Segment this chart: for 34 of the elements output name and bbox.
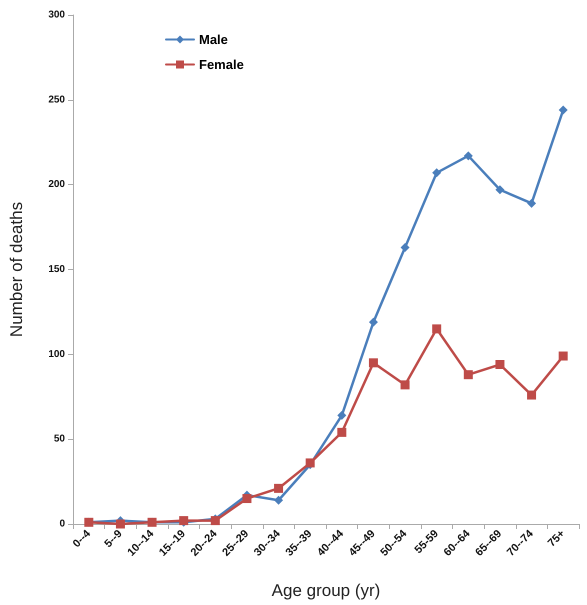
legend-label: Female [199, 57, 244, 72]
y-tick-label: 200 [48, 179, 66, 190]
point [464, 370, 473, 380]
point [242, 494, 252, 504]
x-tick-label: 0--4 [70, 527, 94, 550]
legend-label: Male [199, 32, 228, 47]
y-tick-label: 50 [54, 434, 66, 445]
x-axis-title: Age group (yr) [272, 581, 380, 600]
x-tick-label: 5--9 [102, 528, 125, 550]
point [274, 484, 284, 493]
point [558, 106, 568, 115]
point [400, 242, 410, 252]
point [464, 151, 473, 160]
point [337, 428, 346, 437]
point [495, 185, 504, 194]
x-tick-label: 75+ [546, 528, 568, 550]
point [527, 198, 536, 208]
y-tick-label: 0 [59, 518, 66, 530]
point [116, 520, 125, 528]
point [495, 360, 504, 370]
point [274, 496, 284, 505]
point [558, 352, 568, 361]
point [432, 168, 442, 178]
point [527, 390, 536, 400]
point [368, 318, 378, 327]
point [337, 410, 346, 420]
y-tick-label: 300 [48, 10, 66, 20]
point [432, 324, 442, 334]
y-axis-title: Number of deaths [7, 202, 26, 338]
point [400, 380, 410, 390]
point [368, 358, 378, 368]
y-tick-label: 250 [48, 94, 66, 106]
y-tick-label: 100 [48, 348, 66, 360]
y-tick-label: 150 [48, 264, 66, 275]
